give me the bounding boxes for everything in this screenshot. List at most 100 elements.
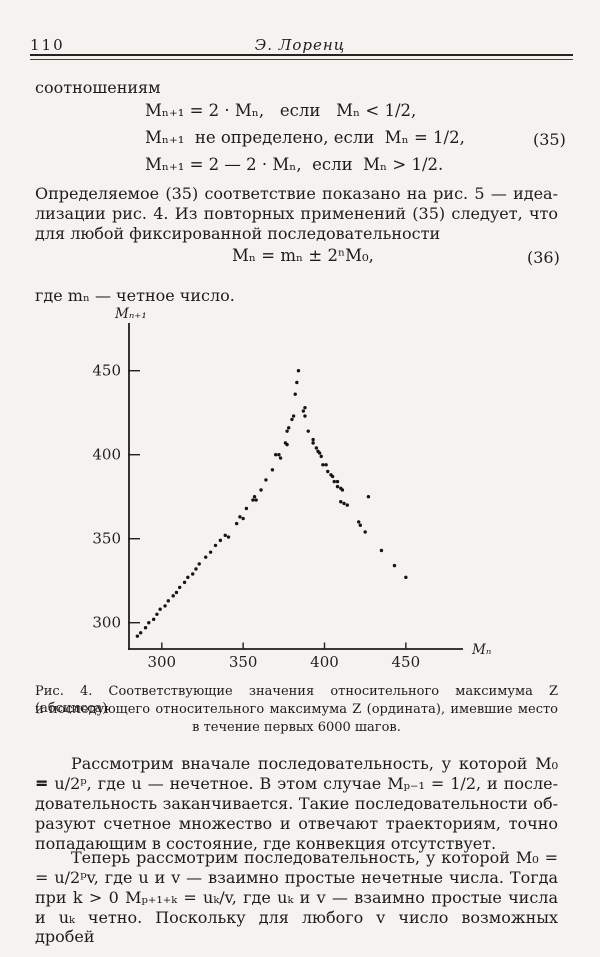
scatter-point — [223, 533, 227, 538]
equation-36: Mₙ = mₙ ± 2ⁿM₀, — [232, 246, 374, 265]
scatter-point — [226, 535, 231, 539]
scatter-point — [363, 530, 367, 534]
scatter-point — [392, 563, 397, 568]
y-tick-label: 300 — [92, 614, 121, 632]
scatter-point — [290, 417, 294, 422]
scatter-point — [234, 521, 239, 526]
scatter-point — [329, 473, 333, 477]
paragraph-line: Теперь рассмотрим последовательность, у … — [71, 848, 558, 867]
scatter-point — [208, 550, 213, 554]
scatter-point — [311, 437, 315, 442]
scatter-point — [251, 498, 255, 502]
running-title: Э. Лоренц — [254, 36, 346, 54]
scatter-point — [182, 580, 187, 585]
figure-caption-line: и последующего относительного максимума … — [35, 702, 558, 717]
equation-35-number: (35) — [533, 130, 566, 149]
figure-caption-line: в течение первых 6000 шагов. — [192, 720, 401, 735]
scatter-point — [330, 474, 335, 479]
scatter-point — [254, 498, 258, 502]
scatter-point — [303, 414, 307, 418]
scatter-point — [295, 380, 299, 385]
scatter-point — [287, 426, 291, 430]
scatter-point — [324, 463, 328, 467]
scatter-point — [317, 451, 322, 455]
scatter-point — [259, 488, 263, 492]
equation-36-number: (36) — [527, 248, 560, 267]
scatter-point — [326, 469, 330, 474]
paragraph-line: для любой фиксированной последовательнос… — [35, 224, 441, 243]
scatter-point — [339, 500, 343, 504]
paragraph-line: и uₖ четно. Поскольку для любого v число… — [35, 908, 558, 946]
scatter-point — [366, 495, 371, 499]
y-tick-label: 350 — [92, 530, 121, 548]
scatter-point — [311, 441, 315, 445]
scatter-point — [316, 449, 320, 454]
scatter-point — [358, 523, 362, 527]
x-tick-label: 450 — [392, 653, 421, 671]
scatter-point — [163, 604, 167, 608]
header-rule — [30, 54, 573, 60]
x-tick-label: 400 — [310, 653, 339, 671]
scatter-point — [285, 442, 289, 447]
scatter-point — [404, 575, 408, 580]
scatter-point — [138, 631, 143, 635]
scatter-point — [340, 488, 345, 492]
scatter-point — [283, 441, 288, 445]
scatter-point — [204, 555, 208, 559]
intro-word: соотношениям — [35, 78, 161, 97]
scatter-point — [191, 572, 195, 576]
paragraph-line: = u/2ᵖ, где u — нечетное. В этом случае … — [35, 774, 558, 793]
scatter-point — [135, 634, 140, 638]
scatter-point — [319, 454, 323, 459]
x-axis-label: Mₙ — [471, 642, 491, 658]
scatter-point — [278, 456, 283, 460]
y-tick-label: 400 — [92, 446, 121, 464]
scatter-point — [356, 520, 361, 524]
scatter-point — [285, 429, 289, 433]
paragraph-line: = u/2ᵖv, где u и v — взаимно простые неч… — [35, 868, 558, 887]
scatter-point — [335, 484, 340, 489]
scatter-point — [291, 414, 296, 418]
x-tick-label: 300 — [147, 653, 176, 671]
paragraph-line: Рассмотрим вначале последовательность, у… — [35, 754, 558, 792]
scatter-point — [143, 626, 148, 630]
scatter-point — [332, 479, 336, 484]
scatter-point — [171, 594, 175, 598]
paragraph-line: где mₙ — четное число. — [35, 286, 235, 305]
page-number: 110 — [30, 36, 65, 54]
paragraph-line: при k > 0 Mₚ₊₁₊ₖ = uₖ/v, где uₖ и v — вз… — [35, 888, 558, 907]
scatter-point — [244, 506, 249, 511]
scatter-point — [273, 453, 278, 457]
scatter-point — [314, 446, 319, 450]
scatter-point — [158, 607, 162, 611]
scatter-point — [339, 486, 343, 490]
scatter-point — [277, 453, 281, 457]
scatter-point — [293, 392, 297, 396]
y-tick-label: 450 — [92, 362, 121, 380]
scatter-point — [174, 590, 179, 595]
scatter-point — [335, 479, 340, 484]
paragraph-line: разуют счетное множество и отвечают трае… — [35, 814, 558, 833]
scatter-point — [147, 621, 151, 625]
equation-35-line-2: Mₙ₊₁ не определено, если Mₙ = 1/2, — [145, 128, 465, 147]
scatter-point — [213, 543, 218, 548]
scatter-point — [270, 468, 275, 472]
scatter-point — [345, 503, 349, 507]
scatter-point — [177, 585, 182, 590]
scatter-point — [303, 405, 307, 410]
scatter-point — [301, 409, 306, 413]
scatter-point — [218, 538, 223, 543]
scatter-point — [197, 562, 201, 566]
scatter-point — [155, 612, 159, 616]
scatter-point — [264, 478, 268, 482]
figure-caption-line: Рис. 4. Соответствующие значения относит… — [35, 684, 558, 716]
scatter-point — [238, 515, 242, 519]
paragraph-line: попадающим в состояние, где конвекция от… — [35, 834, 497, 853]
scatter-point — [321, 463, 325, 467]
scatter-point — [342, 501, 346, 506]
paragraph-line: довательность заканчивается. Такие после… — [35, 794, 558, 813]
scatter-point — [151, 617, 156, 622]
paragraph-line: лизации рис. 4. Из повторных применений … — [35, 204, 558, 223]
scatter-point — [306, 429, 310, 433]
